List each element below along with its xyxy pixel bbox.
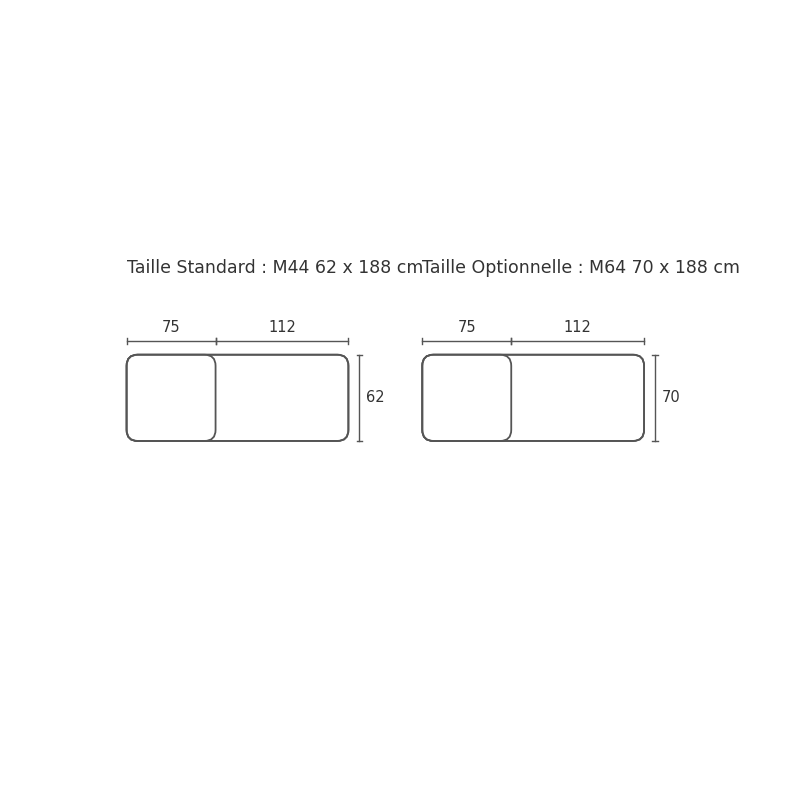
Text: 75: 75 (162, 320, 181, 335)
Text: 112: 112 (268, 320, 296, 335)
FancyBboxPatch shape (422, 354, 644, 441)
FancyBboxPatch shape (126, 354, 215, 441)
Text: Taille Optionnelle : M64 70 x 188 cm: Taille Optionnelle : M64 70 x 188 cm (422, 259, 740, 278)
FancyBboxPatch shape (126, 354, 349, 441)
Text: 70: 70 (662, 390, 680, 406)
FancyBboxPatch shape (422, 354, 511, 441)
Text: 112: 112 (564, 320, 592, 335)
Text: 75: 75 (458, 320, 476, 335)
Text: 62: 62 (366, 390, 384, 406)
Text: Taille Standard : M44 62 x 188 cm: Taille Standard : M44 62 x 188 cm (126, 259, 423, 278)
